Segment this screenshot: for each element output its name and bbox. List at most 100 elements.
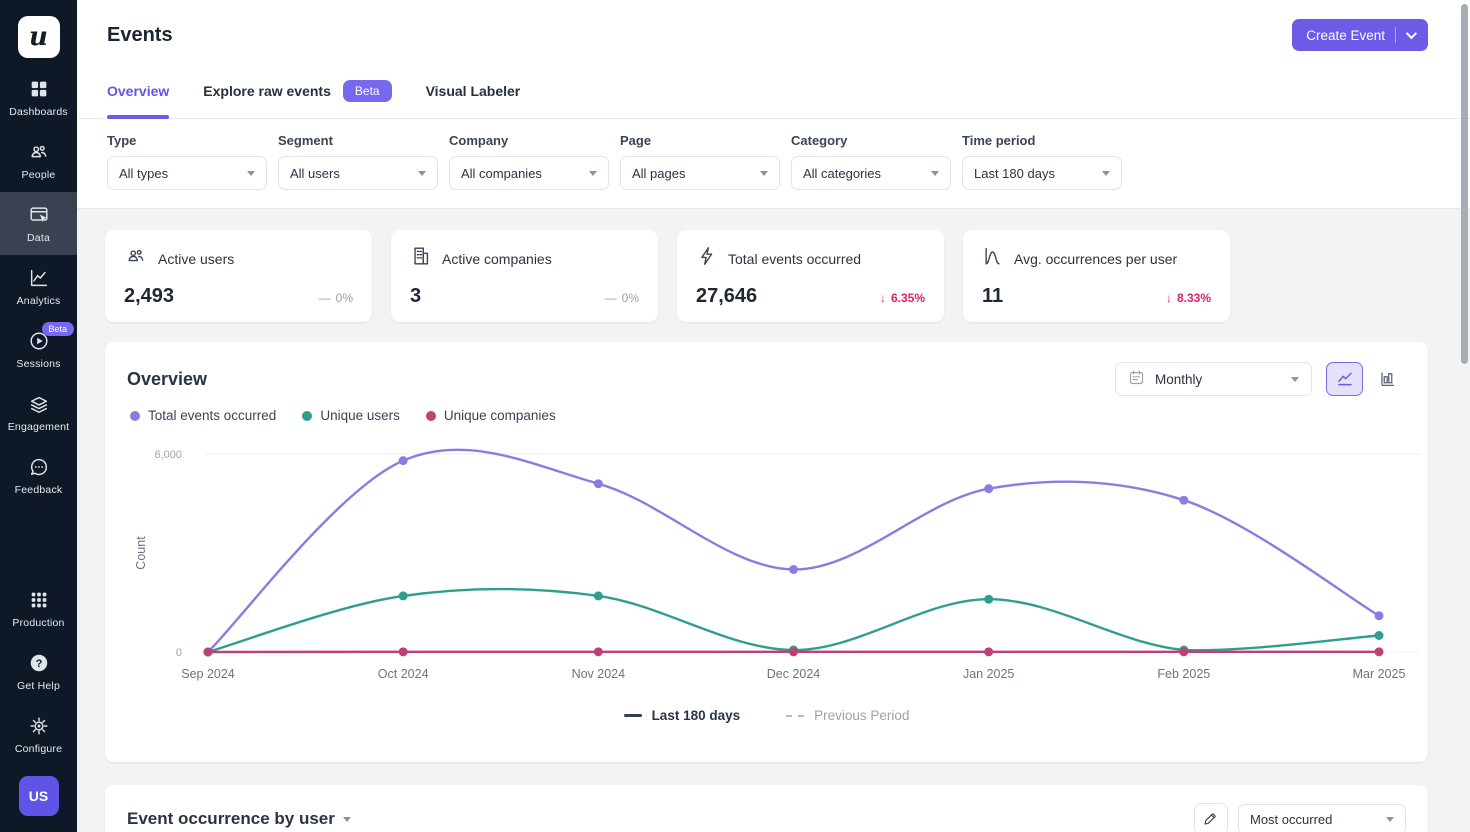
delta-value: 0%: [335, 291, 353, 305]
line-chart-toggle-button[interactable]: [1326, 362, 1363, 396]
tab-explore-raw-events[interactable]: Explore raw events Beta: [203, 70, 392, 118]
userpilot-logo[interactable]: u: [17, 16, 60, 58]
select-value: All types: [119, 165, 169, 181]
stat-value: 11: [982, 285, 1004, 307]
sidebar-item-people[interactable]: People: [0, 129, 77, 192]
sidebar-spacer: [0, 507, 77, 577]
sidebar-item-production[interactable]: Production: [0, 577, 77, 640]
solid-line-swatch: [623, 714, 642, 717]
event-occurrence-title-dropdown[interactable]: Event occurrence by user: [127, 809, 351, 829]
pencil-icon: [1203, 810, 1219, 829]
dashboards-icon: [28, 77, 50, 101]
legend-label: Unique users: [320, 408, 400, 423]
lightning-icon: [696, 245, 718, 272]
svg-text:Feb 2025: Feb 2025: [1157, 667, 1210, 681]
sidebar-label: Feedback: [14, 484, 63, 496]
filters-bar: Type All types Segment All users Company…: [77, 119, 1470, 209]
legend-label: Unique companies: [443, 408, 556, 423]
svg-text:0: 0: [176, 647, 182, 659]
analytics-icon: [28, 266, 50, 290]
legend-total-events[interactable]: Total events occurred: [130, 408, 276, 423]
sidebar-label: Analytics: [16, 295, 61, 307]
user-avatar[interactable]: US: [18, 776, 59, 816]
legend-current-period[interactable]: Last 180 days: [623, 708, 740, 723]
bar-chart-toggle-button[interactable]: [1369, 362, 1406, 396]
filter-label: Type: [107, 133, 137, 148]
filter-page: Page All pages: [620, 133, 780, 190]
tab-label: Visual Labeler: [425, 83, 521, 99]
filter-segment: Segment All users: [278, 133, 438, 190]
filter-label: Segment: [278, 133, 333, 148]
main-area: Events Create Event Overview Explore raw…: [77, 0, 1470, 832]
sidebar-label: Data: [27, 232, 50, 244]
filter-company: Company All companies: [449, 133, 609, 190]
sidebar-item-feedback[interactable]: Feedback: [0, 444, 77, 507]
sidebar-item-dashboards[interactable]: Dashboards: [0, 66, 77, 129]
svg-text:Sep 2024: Sep 2024: [181, 667, 235, 681]
scrollbar-thumb[interactable]: [1461, 4, 1468, 364]
category-select[interactable]: All categories: [791, 156, 951, 190]
legend-label: Previous Period: [814, 708, 910, 723]
stat-delta: — 0%: [319, 291, 353, 305]
caret-down-icon: [1102, 170, 1110, 176]
arrow-down-icon: ↓: [1165, 291, 1172, 305]
sessions-beta-badge: Beta: [41, 322, 75, 336]
stats-row: Active users 2,493 — 0%: [105, 230, 1470, 322]
tab-visual-labeler[interactable]: Visual Labeler: [426, 70, 521, 118]
flat-icon: —: [604, 291, 617, 305]
caret-down-icon: [589, 170, 597, 176]
legend-unique-companies[interactable]: Unique companies: [425, 408, 556, 423]
caret-down-icon: [760, 170, 768, 176]
svg-text:Count: Count: [134, 536, 148, 570]
sort-select[interactable]: Most occurred: [1238, 803, 1406, 832]
tab-label: Explore raw events: [203, 83, 331, 99]
create-event-label: Create Event: [1306, 27, 1385, 43]
sidebar-label: Dashboards: [9, 106, 68, 118]
stat-label: Avg. occurrences per user: [1014, 250, 1178, 267]
filter-type: Type All types: [107, 133, 267, 190]
sidebar-item-configure[interactable]: Configure: [0, 703, 77, 766]
time-period-select[interactable]: Last 180 days: [962, 156, 1122, 190]
sidebar-item-data[interactable]: Data: [0, 192, 77, 255]
filter-label: Page: [620, 133, 652, 148]
scrollbar-track[interactable]: [1460, 0, 1468, 832]
select-value: Most occurred: [1250, 811, 1333, 827]
period-legend: Last 180 days Previous Period: [105, 708, 1428, 723]
segment-select[interactable]: All users: [278, 156, 438, 190]
building-icon: [410, 245, 432, 272]
type-select[interactable]: All types: [107, 156, 267, 190]
logo-glyph: u: [29, 22, 48, 52]
sidebar-label: Engagement: [7, 421, 70, 433]
filter-time-period: Time period Last 180 days: [962, 133, 1122, 190]
sidebar: u Dashboards People Data Analytics: [0, 0, 77, 832]
page-select[interactable]: All pages: [620, 156, 780, 190]
sidebar-label: Production: [12, 617, 65, 629]
engagement-icon: [28, 392, 50, 416]
granularity-value: Monthly: [1155, 371, 1203, 387]
tab-overview[interactable]: Overview: [107, 70, 170, 119]
stat-label: Total events occurred: [728, 250, 862, 267]
chevron-down-icon: [1405, 27, 1418, 40]
edit-button[interactable]: [1194, 803, 1228, 832]
legend-label: Total events occurred: [148, 408, 277, 423]
granularity-select[interactable]: Monthly: [1115, 362, 1312, 396]
sidebar-item-get-help[interactable]: ? Get Help: [0, 640, 77, 703]
stat-card-active-users: Active users 2,493 — 0%: [105, 230, 372, 322]
help-icon: ?: [28, 651, 50, 675]
legend-previous-period[interactable]: Previous Period: [786, 708, 909, 723]
sidebar-item-analytics[interactable]: Analytics: [0, 255, 77, 318]
caret-down-icon: [1291, 376, 1299, 382]
flat-icon: —: [318, 291, 331, 305]
content-area: Active users 2,493 — 0%: [77, 209, 1470, 832]
sidebar-label: People: [21, 169, 56, 181]
stat-card-avg-occurrences: Avg. occurrences per user 11 ↓ 8.33%: [963, 230, 1230, 322]
select-value: All categories: [803, 165, 882, 181]
sidebar-item-sessions[interactable]: Beta Sessions: [0, 318, 77, 381]
svg-text:?: ?: [35, 658, 42, 670]
legend-unique-users[interactable]: Unique users: [302, 408, 400, 423]
sidebar-item-engagement[interactable]: Engagement: [0, 381, 77, 444]
stat-card-active-companies: Active companies 3 — 0%: [391, 230, 658, 322]
svg-text:6,000: 6,000: [154, 449, 182, 461]
company-select[interactable]: All companies: [449, 156, 609, 190]
create-event-button[interactable]: Create Event: [1292, 19, 1428, 51]
